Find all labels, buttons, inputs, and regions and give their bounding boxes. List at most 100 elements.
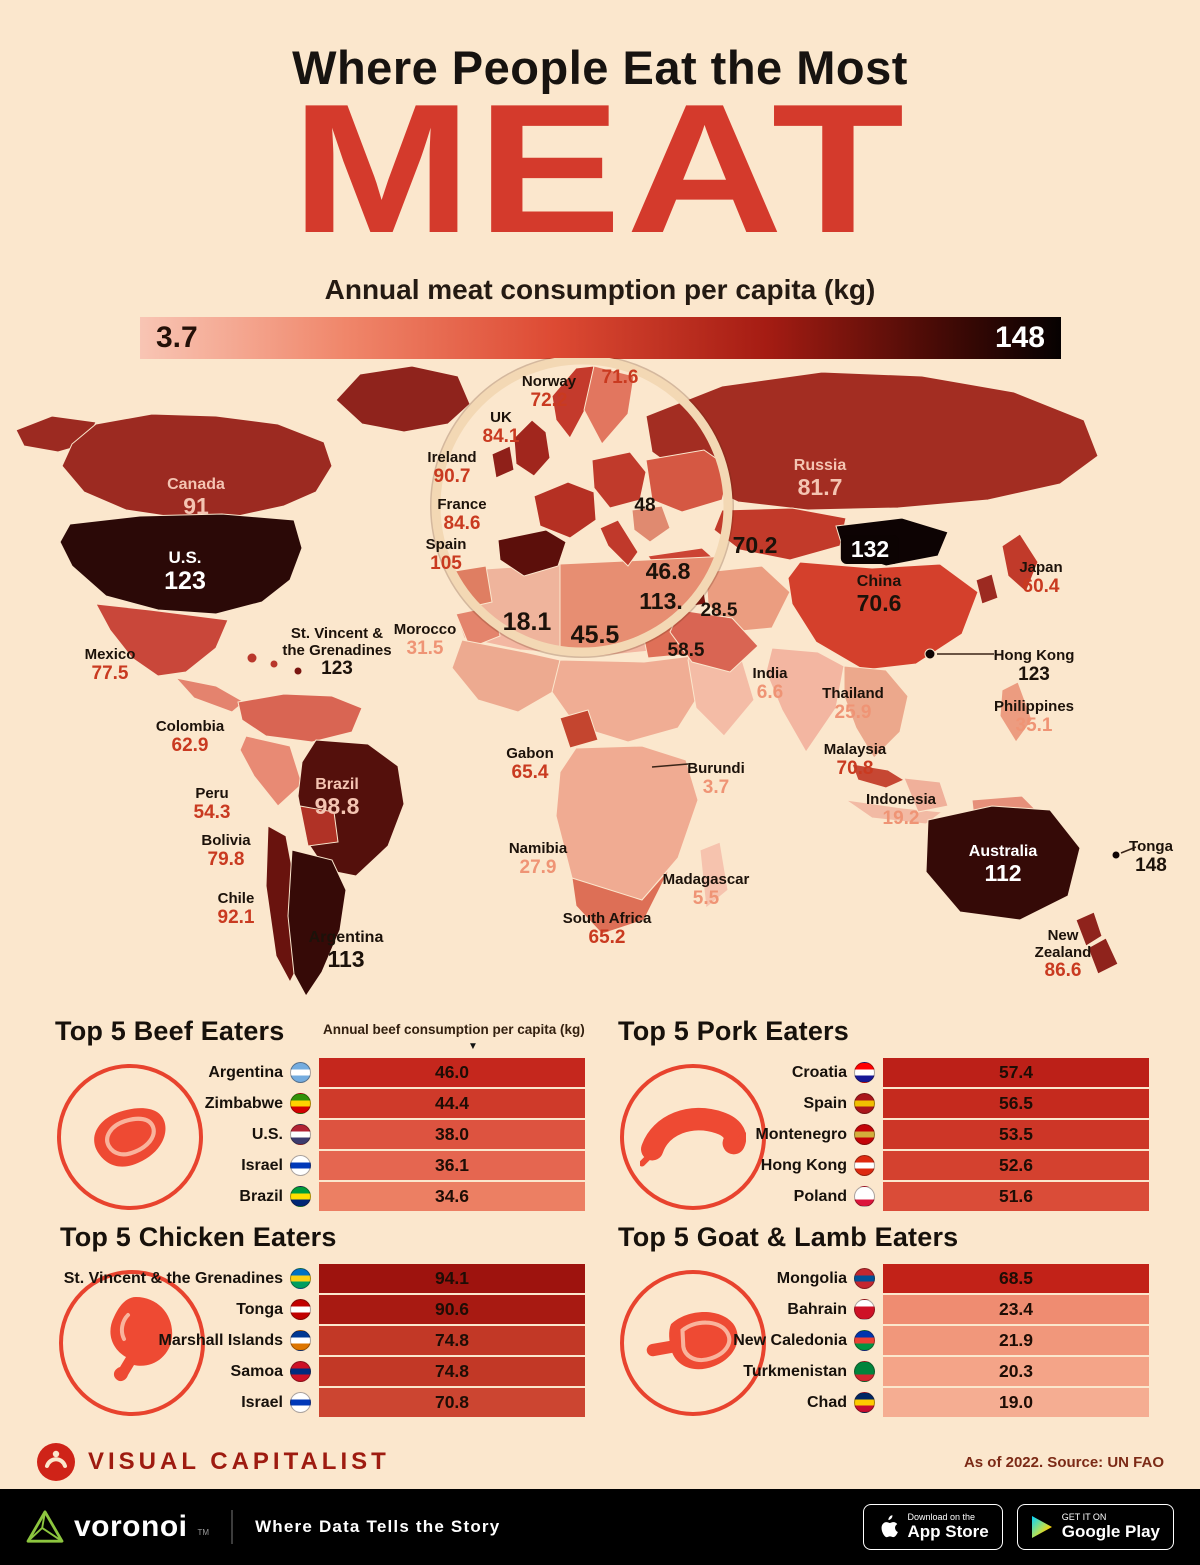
- row-country-label: Bahrain: [787, 1300, 847, 1318]
- flag-u-s-icon: [290, 1124, 311, 1145]
- brand: VISUAL CAPITALIST: [36, 1442, 390, 1482]
- tonga-leader-line: [1120, 846, 1137, 854]
- country-mongolia: [835, 517, 949, 567]
- flag-st-vincent-the-grenadines-icon: [290, 1268, 311, 1289]
- magnifier-outer-ring: [430, 358, 734, 658]
- region-korea: [975, 573, 999, 605]
- row-country-label: Samoa: [230, 1362, 283, 1380]
- region-sweden-finland: [583, 365, 635, 445]
- world-map-svg: [15, 358, 1137, 997]
- note-pointer-icon: ▼: [468, 1040, 478, 1052]
- table-row: Montenegro 53.5: [618, 1120, 1149, 1149]
- flag-israel-icon: [290, 1155, 311, 1176]
- visual-capitalist-logo: [37, 1443, 75, 1481]
- chicken-table-rows: St. Vincent & the Grenadines 94.1 Tonga 90.…: [42, 1264, 585, 1417]
- flag-croatia-icon: [854, 1062, 875, 1083]
- country-bolivia: [299, 805, 339, 847]
- country-saudi-arabia: [669, 609, 759, 673]
- badge-small-text: GET IT ON: [1061, 1512, 1107, 1523]
- table-row: Tonga 90.6: [42, 1295, 585, 1324]
- region-west-africa: [451, 639, 561, 713]
- country-indonesia: [845, 799, 944, 825]
- table-title-beef: Top 5 Beef Eaters: [55, 1016, 285, 1046]
- country-india: [765, 647, 845, 753]
- table-row: Croatia 57.4: [618, 1058, 1149, 1087]
- row-country-label: Brazil: [239, 1187, 283, 1205]
- flag-tonga-icon: [290, 1299, 311, 1320]
- voronoi-wordmark: voronoi: [74, 1510, 188, 1543]
- table-row: Argentina 46.0: [55, 1058, 585, 1087]
- country-argentina: [287, 849, 347, 997]
- country-philippines: [999, 681, 1033, 743]
- region-southeast-asia: [843, 665, 909, 759]
- world-map: [0, 358, 1200, 1020]
- value-bar: 38.0: [319, 1120, 585, 1149]
- value-bar: 23.4: [883, 1295, 1149, 1324]
- flag-hong-kong-icon: [854, 1155, 875, 1176]
- row-country-label: Turkmenistan: [743, 1362, 847, 1380]
- table-row: Spain 56.5: [618, 1089, 1149, 1118]
- table-row: Hong Kong 52.6: [618, 1151, 1149, 1180]
- country-australia: [925, 805, 1081, 921]
- flag-turkmenistan-icon: [854, 1361, 875, 1382]
- row-country-label: Mongolia: [776, 1269, 847, 1287]
- value-bar: 20.3: [883, 1357, 1149, 1386]
- flag-chad-icon: [854, 1392, 875, 1413]
- voronoi-triangle-icon: [26, 1510, 64, 1543]
- table-row: Marshall Islands 74.8: [42, 1326, 585, 1355]
- row-country-label: Israel: [241, 1156, 283, 1174]
- value-bar: 51.6: [883, 1182, 1149, 1211]
- flag-bahrain-icon: [854, 1299, 875, 1320]
- divider: [231, 1510, 234, 1544]
- apple-icon: [881, 1515, 898, 1538]
- scale-min-label: 3.7: [156, 321, 198, 354]
- country-new-zealand: [1075, 911, 1103, 947]
- flag-israel-icon: [290, 1392, 311, 1413]
- country-peru: [239, 735, 303, 807]
- row-country-label: Zimbabwe: [204, 1094, 283, 1112]
- flag-zimbabwe-icon: [290, 1093, 311, 1114]
- google-play-badge[interactable]: GET IT ON Google Play: [1016, 1504, 1174, 1550]
- country-greenland: [335, 365, 471, 433]
- value-bar: 19.0: [883, 1388, 1149, 1417]
- note-text: Annual beef consumption per capita (kg): [323, 1022, 585, 1037]
- country-iran: [705, 565, 791, 633]
- flag-spain-icon: [854, 1093, 875, 1114]
- table-row: Mongolia 68.5: [618, 1264, 1149, 1293]
- country-canada: [61, 413, 333, 519]
- value-bar: 56.5: [883, 1089, 1149, 1118]
- value-bar: 94.1: [319, 1264, 585, 1293]
- value-bar: 74.8: [319, 1357, 585, 1386]
- row-country-label: Tonga: [236, 1300, 283, 1318]
- badge-big-text: App Store: [907, 1521, 989, 1541]
- drumstick-icon: [59, 1270, 205, 1416]
- burundi-leader-line: [651, 763, 689, 768]
- footer: VISUAL CAPITALIST As of 2022. Source: UN…: [36, 1441, 1164, 1483]
- row-country-label: Marshall Islands: [158, 1331, 284, 1349]
- row-country-label: Croatia: [791, 1063, 847, 1081]
- flag-montenegro-icon: [854, 1124, 875, 1145]
- landmass: [15, 365, 1121, 997]
- value-bar: 70.8: [319, 1388, 585, 1417]
- table-row: New Caledonia 21.9: [618, 1326, 1149, 1355]
- country-colombia: [237, 693, 363, 743]
- table-row: Brazil 34.6: [55, 1182, 585, 1211]
- app-store-badge[interactable]: Download on the App Store: [862, 1504, 1003, 1550]
- brand-name: VISUAL CAPITALIST: [88, 1448, 390, 1475]
- steak-icon: [57, 1064, 203, 1210]
- table-row: Bahrain 23.4: [618, 1295, 1149, 1324]
- country-malaysia: [851, 763, 906, 789]
- voronoi-logo[interactable]: voronoi TM: [26, 1510, 209, 1544]
- value-bar: 36.1: [319, 1151, 585, 1180]
- row-country-label: St. Vincent & the Grenadines: [63, 1269, 283, 1287]
- pork-table: Top 5 Pork Eaters Croatia 57.4 Spain 56.5 Mo…: [618, 1016, 1149, 1211]
- row-country-label: U.S.: [251, 1125, 283, 1143]
- table-row: Samoa 74.8: [42, 1357, 585, 1386]
- country-st-vincent: [293, 666, 303, 676]
- country-us: [59, 513, 303, 615]
- scale-max-label: 148: [994, 321, 1045, 354]
- value-bar: 21.9: [883, 1326, 1149, 1355]
- country-tonga: [1111, 850, 1121, 860]
- flag-samoa-icon: [290, 1361, 311, 1382]
